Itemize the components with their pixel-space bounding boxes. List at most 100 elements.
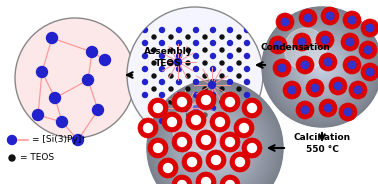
Circle shape — [212, 145, 218, 151]
Circle shape — [281, 26, 363, 108]
Circle shape — [228, 54, 232, 59]
Circle shape — [290, 35, 353, 99]
Circle shape — [264, 9, 378, 125]
Circle shape — [184, 117, 246, 179]
Circle shape — [290, 35, 354, 99]
Circle shape — [321, 66, 323, 68]
Circle shape — [155, 88, 275, 184]
Circle shape — [201, 95, 211, 105]
Circle shape — [170, 103, 260, 184]
Circle shape — [316, 61, 328, 73]
Circle shape — [359, 41, 377, 59]
Circle shape — [276, 21, 368, 113]
Circle shape — [200, 134, 229, 162]
Circle shape — [177, 118, 181, 123]
Circle shape — [203, 61, 207, 65]
Circle shape — [271, 16, 373, 118]
Circle shape — [186, 35, 190, 39]
Circle shape — [345, 38, 355, 47]
Circle shape — [213, 146, 217, 150]
Circle shape — [194, 127, 236, 169]
Circle shape — [314, 59, 330, 75]
Circle shape — [160, 118, 164, 123]
Circle shape — [163, 95, 268, 184]
Circle shape — [187, 157, 197, 167]
Circle shape — [228, 27, 232, 33]
Circle shape — [158, 91, 272, 184]
Circle shape — [160, 93, 270, 184]
Circle shape — [172, 104, 220, 151]
Circle shape — [191, 115, 201, 125]
Circle shape — [194, 54, 198, 59]
Circle shape — [277, 22, 367, 112]
Circle shape — [162, 112, 182, 132]
Circle shape — [296, 41, 348, 93]
Circle shape — [171, 104, 259, 184]
Circle shape — [209, 142, 222, 154]
Circle shape — [308, 53, 336, 81]
Circle shape — [211, 79, 215, 84]
Circle shape — [191, 124, 239, 172]
Circle shape — [366, 24, 375, 33]
Circle shape — [245, 93, 249, 98]
Circle shape — [203, 136, 227, 160]
Circle shape — [8, 135, 17, 144]
Circle shape — [299, 44, 345, 90]
Circle shape — [172, 105, 258, 184]
Circle shape — [149, 82, 281, 184]
Circle shape — [280, 17, 290, 26]
Circle shape — [313, 58, 331, 76]
Circle shape — [159, 92, 271, 184]
Circle shape — [200, 133, 230, 163]
Circle shape — [305, 50, 339, 84]
Circle shape — [194, 79, 198, 84]
Circle shape — [206, 139, 224, 157]
Text: Condensation: Condensation — [260, 43, 330, 52]
Circle shape — [343, 56, 361, 74]
Circle shape — [214, 147, 216, 149]
Circle shape — [316, 61, 328, 73]
Circle shape — [275, 20, 369, 114]
Circle shape — [274, 40, 282, 49]
Circle shape — [152, 100, 156, 104]
Circle shape — [247, 103, 257, 113]
Circle shape — [172, 105, 259, 184]
Circle shape — [321, 36, 330, 45]
Circle shape — [162, 95, 268, 184]
Circle shape — [274, 19, 370, 115]
Circle shape — [304, 13, 313, 22]
Circle shape — [143, 54, 147, 59]
Circle shape — [225, 180, 235, 184]
Circle shape — [214, 147, 216, 149]
Circle shape — [270, 15, 374, 119]
Circle shape — [318, 63, 326, 71]
Circle shape — [275, 20, 369, 114]
Circle shape — [266, 11, 378, 123]
Circle shape — [320, 65, 324, 69]
Circle shape — [193, 126, 237, 170]
Circle shape — [152, 35, 156, 39]
Circle shape — [284, 29, 360, 105]
Circle shape — [266, 11, 378, 123]
Circle shape — [288, 86, 296, 95]
Circle shape — [220, 92, 240, 112]
Circle shape — [167, 100, 263, 184]
Circle shape — [333, 82, 342, 91]
Circle shape — [174, 107, 256, 184]
Circle shape — [200, 133, 231, 163]
Circle shape — [318, 63, 325, 71]
Circle shape — [157, 90, 273, 184]
Circle shape — [280, 25, 364, 109]
Circle shape — [205, 138, 225, 158]
Circle shape — [269, 36, 287, 54]
Circle shape — [33, 109, 43, 121]
Circle shape — [314, 59, 330, 75]
Circle shape — [191, 123, 240, 172]
Circle shape — [294, 39, 350, 95]
Circle shape — [186, 87, 190, 91]
Circle shape — [228, 105, 232, 111]
Circle shape — [183, 116, 247, 180]
Circle shape — [237, 35, 241, 39]
Circle shape — [353, 86, 363, 95]
Circle shape — [319, 99, 337, 117]
